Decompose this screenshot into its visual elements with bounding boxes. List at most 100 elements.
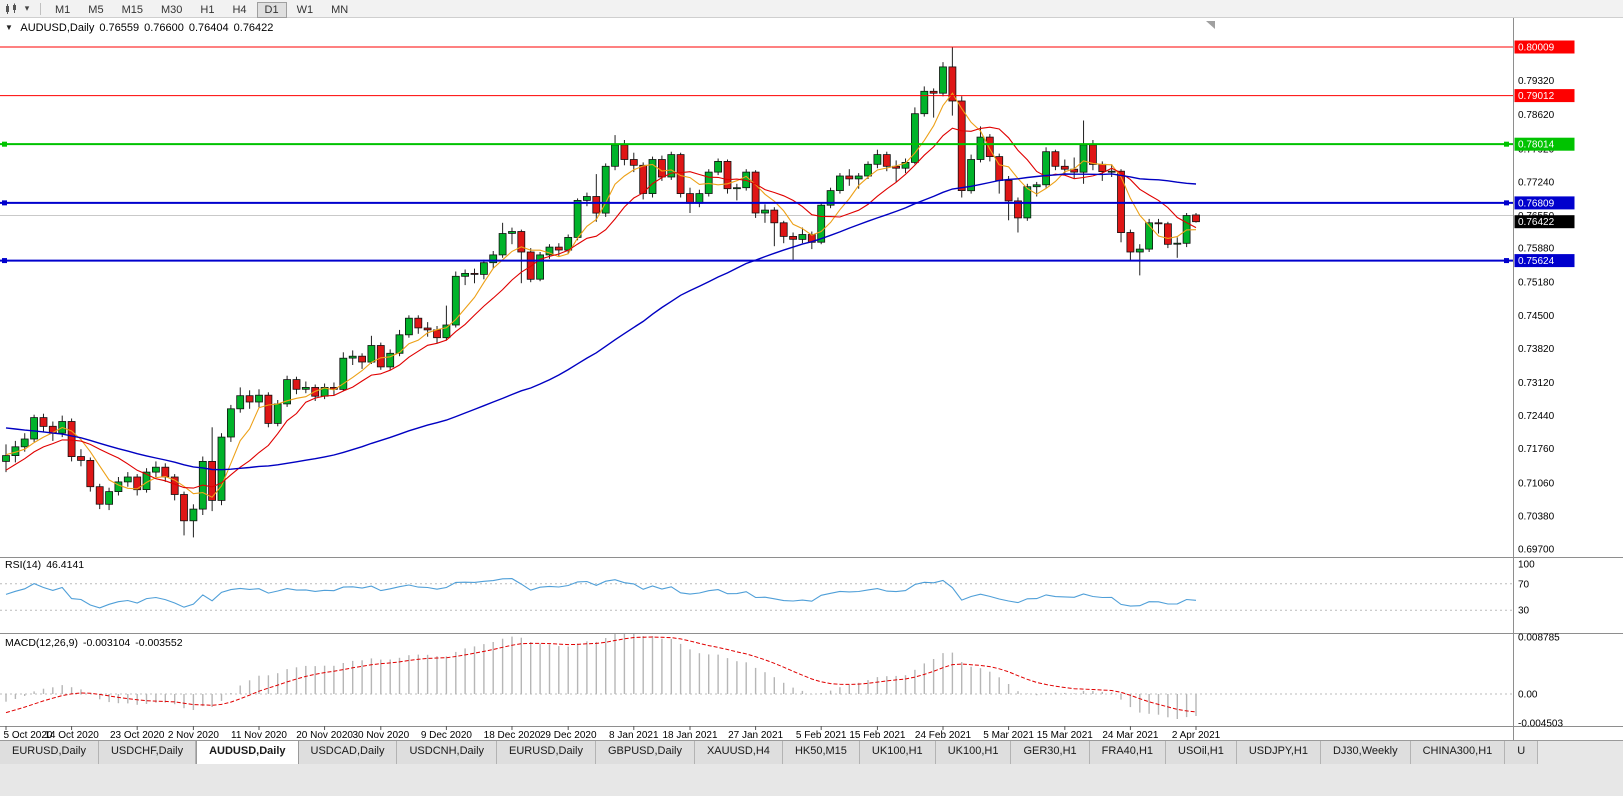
- svg-text:0.78014: 0.78014: [1518, 140, 1555, 151]
- macd-signal-line: [5, 636, 1197, 714]
- chart-tab-eurusd-daily[interactable]: EURUSD,Daily: [497, 741, 596, 764]
- date-tick-label: 9 Dec 2020: [421, 730, 473, 740]
- timeframe-button-m30[interactable]: M30: [160, 3, 183, 16]
- chart-tab-fra40-h1[interactable]: FRA40,H1: [1089, 741, 1167, 764]
- price-tick-label: 0.74500: [1518, 311, 1555, 322]
- bull-candle: [20, 438, 29, 448]
- bear-candle: [161, 466, 170, 478]
- chart-canvas[interactable]: 0.793200.786200.779200.772400.765500.758…: [0, 18, 1623, 740]
- chart-tab-gbpusd-daily[interactable]: GBPUSD,Daily: [596, 741, 695, 764]
- line-handle[interactable]: [1504, 200, 1509, 206]
- bear-candle: [639, 164, 648, 194]
- price-level-badge: 0.76422: [1514, 215, 1575, 229]
- chart-tab-china300-h1[interactable]: CHINA300,H1: [1410, 741, 1506, 764]
- rsi-axis-label: 70: [1518, 579, 1530, 590]
- bull-candle: [1032, 184, 1041, 188]
- bull-candle: [151, 466, 160, 473]
- date-tick-label: 27 Jan 2021: [728, 730, 783, 740]
- bear-candle: [554, 246, 563, 251]
- bear-candle: [620, 144, 629, 160]
- price-level-badge: 0.79012: [1514, 89, 1575, 103]
- svg-text:0.75624: 0.75624: [1518, 256, 1555, 267]
- bear-candle: [1051, 151, 1060, 167]
- bull-candle: [236, 395, 245, 410]
- bear-candle: [789, 235, 797, 240]
- timeframe-button-h4[interactable]: H4: [232, 3, 247, 16]
- timeframe-button-m5[interactable]: M5: [88, 3, 104, 16]
- svg-text:0.79012: 0.79012: [1518, 91, 1555, 102]
- date-tick-label: 20 Nov 2020: [296, 730, 353, 740]
- timeframe-button-h1[interactable]: H1: [200, 3, 215, 16]
- timeframe-button-mn[interactable]: MN: [331, 3, 349, 16]
- timeframe-button-w1[interactable]: W1: [296, 3, 314, 16]
- chart-tab-dj30-weekly[interactable]: DJ30,Weekly: [1320, 741, 1411, 764]
- toolbar-separator: [40, 2, 41, 15]
- chart-tab-xauusd-h4[interactable]: XAUUSD,H4: [694, 741, 783, 764]
- chart-tab-audusd-daily[interactable]: AUDUSD,Daily: [196, 741, 299, 764]
- chart-tab-ger30-h1[interactable]: GER30,H1: [1011, 741, 1090, 764]
- bear-candle: [1089, 144, 1097, 165]
- bear-candle: [358, 355, 367, 363]
- macd-axis-label: 0.00: [1518, 690, 1538, 701]
- bear-candle: [658, 159, 666, 178]
- bull-candle: [395, 334, 404, 354]
- bull-candle: [714, 160, 722, 173]
- rsi-line: [5, 578, 1197, 609]
- bull-candle: [273, 403, 282, 424]
- chart-tab-hk50-m15[interactable]: HK50,M15: [782, 741, 860, 764]
- chart-tab-usdchf-daily[interactable]: USDCHF,Daily: [98, 741, 197, 764]
- bull-candle: [30, 417, 39, 440]
- bear-candle: [1014, 200, 1022, 219]
- date-tick-label: 5 Mar 2021: [983, 730, 1034, 740]
- dropdown-arrow-icon[interactable]: ▾: [24, 3, 30, 13]
- chart-title-close: 0.76422: [233, 22, 274, 34]
- bear-candle: [414, 317, 423, 329]
- chart-area[interactable]: 0.793200.786200.779200.772400.765500.758…: [0, 18, 1623, 740]
- svg-text:0.76422: 0.76422: [1518, 217, 1555, 228]
- bull-candle: [798, 234, 807, 240]
- chart-tab-usdcnh-daily[interactable]: USDCNH,Daily: [397, 741, 498, 764]
- bull-candle: [451, 275, 460, 326]
- chart-tab-u[interactable]: U: [1505, 741, 1539, 764]
- bear-candle: [77, 456, 85, 461]
- chart-tab-usdjpy-h1[interactable]: USDJPY,H1: [1236, 741, 1321, 764]
- bull-candle: [301, 386, 310, 390]
- bear-candle: [948, 66, 957, 102]
- line-handle[interactable]: [1504, 258, 1509, 264]
- line-handle[interactable]: [2, 258, 7, 264]
- bear-candle: [1004, 179, 1013, 202]
- chart-type-icon[interactable]: [3, 1, 19, 16]
- svg-text:0.76809: 0.76809: [1518, 198, 1555, 209]
- date-tick-label: 29 Dec 2020: [540, 730, 597, 740]
- rsi-indicator-label: RSI(14) 46.4141: [5, 559, 89, 571]
- price-tick-label: 0.77240: [1518, 177, 1555, 188]
- date-tick-label: 5 Feb 2021: [796, 730, 847, 740]
- bear-candle: [1154, 222, 1163, 225]
- macd-series: [5, 634, 1197, 719]
- price-tick-label: 0.71060: [1518, 478, 1555, 489]
- chart-shift-marker-icon[interactable]: [1206, 21, 1215, 29]
- collapse-arrow-icon[interactable]: ▼: [5, 23, 13, 32]
- line-handle[interactable]: [1504, 141, 1509, 147]
- timeframe-button-d1[interactable]: D1: [256, 1, 287, 18]
- bull-candle: [695, 193, 704, 204]
- chart-tab-usoil-h1[interactable]: USOil,H1: [1166, 741, 1237, 764]
- price-tick-label: 0.71760: [1518, 444, 1555, 455]
- bull-candle: [123, 476, 132, 483]
- chart-tab-uk100-h1[interactable]: UK100,H1: [859, 741, 936, 764]
- line-handle[interactable]: [2, 200, 7, 206]
- svg-text:0.80009: 0.80009: [1518, 43, 1555, 54]
- price-level-badge: 0.75624: [1514, 254, 1575, 268]
- timeframe-button-m1[interactable]: M1: [55, 3, 71, 16]
- bull-candle: [920, 90, 929, 115]
- bull-candle: [854, 175, 863, 180]
- price-tick-label: 0.79320: [1518, 76, 1555, 87]
- line-handle[interactable]: [2, 141, 7, 147]
- timeframe-button-m15[interactable]: M15: [121, 3, 143, 16]
- bear-candle: [751, 171, 760, 214]
- rsi-axis-label: 30: [1518, 606, 1530, 617]
- chart-tab-usdcad-daily[interactable]: USDCAD,Daily: [298, 741, 398, 764]
- chart-tab-uk100-h1[interactable]: UK100,H1: [935, 741, 1012, 764]
- chart-tab-eurusd-daily[interactable]: EURUSD,Daily: [0, 741, 99, 764]
- bull-candle: [386, 352, 395, 368]
